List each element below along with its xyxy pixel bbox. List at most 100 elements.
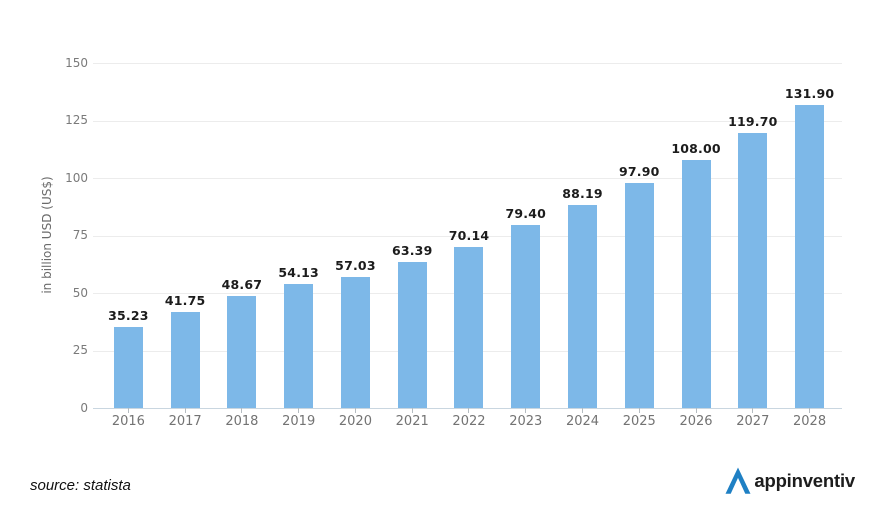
x-tick-cell xyxy=(441,408,498,414)
bar xyxy=(568,205,597,408)
x-tick-cell xyxy=(611,408,668,414)
bar-value-label: 35.23 xyxy=(108,307,149,323)
x-tick-label: 2026 xyxy=(679,414,713,429)
y-axis-tick-labels: 0 25 50 75 100 125 150 xyxy=(28,56,88,415)
bar xyxy=(681,159,711,408)
y-tick-label: 75 xyxy=(72,228,88,242)
source-text: source: statista xyxy=(30,477,131,494)
y-tick-label: 125 xyxy=(65,113,88,127)
bar-column: 88.19 xyxy=(554,63,611,408)
gridline xyxy=(93,120,842,122)
bar-column: 119.70 xyxy=(724,63,781,408)
bar xyxy=(454,246,484,408)
bar-column: 48.67 xyxy=(214,63,271,408)
y-tick-label: 25 xyxy=(72,343,88,357)
x-tick-label: 2023 xyxy=(509,414,543,429)
bar-value-label: 79.40 xyxy=(505,206,547,222)
bar xyxy=(340,276,370,408)
bar-column: 57.03 xyxy=(327,63,384,408)
x-tick-label: 2020 xyxy=(338,414,372,429)
bar xyxy=(397,262,427,408)
bar-value-label: 108.00 xyxy=(671,140,721,156)
x-tick-mark xyxy=(638,408,640,413)
x-tick-mark xyxy=(184,408,186,413)
x-tick-mark xyxy=(582,408,583,413)
bar xyxy=(795,104,825,408)
bar xyxy=(511,225,541,408)
x-tick-mark xyxy=(354,408,356,413)
x-tick-cell xyxy=(497,408,554,414)
bar xyxy=(284,283,314,408)
gridline xyxy=(93,235,842,237)
y-tick-label: 100 xyxy=(65,170,88,185)
x-tick-mark xyxy=(241,408,243,413)
x-tick-label: 2027 xyxy=(736,414,770,429)
y-tick-label: 150 xyxy=(65,55,88,70)
gridline xyxy=(93,178,842,179)
x-tick-label: 2016 xyxy=(111,414,145,429)
bars-row: 35.23 41.75 48.67 54.13 57.03 63.39 70.14 79.40… xyxy=(100,63,838,408)
bar-value-label: 57.03 xyxy=(335,257,376,273)
bar-value-label: 54.13 xyxy=(278,264,319,280)
x-tick-cell xyxy=(554,408,611,414)
y-axis-title: in billion USD (US$) xyxy=(40,176,54,294)
x-tick-cell xyxy=(327,408,384,414)
x-tick-mark xyxy=(809,408,811,413)
x-tick-mark xyxy=(127,408,129,413)
x-tick-label: 2021 xyxy=(395,414,429,429)
x-axis-tick-labels: 2016 2017 2018 2019 2020 2021 2022 2023 2024 2025… xyxy=(100,414,838,429)
bar-value-label: 97.90 xyxy=(619,163,660,179)
x-tick-mark xyxy=(411,408,413,413)
bar-value-label: 63.39 xyxy=(391,243,433,259)
bar-value-label: 70.14 xyxy=(448,227,490,243)
x-tick-cell xyxy=(724,408,781,414)
bar-column: 54.13 xyxy=(270,63,327,408)
gridline xyxy=(93,63,842,64)
bar-value-label: 48.67 xyxy=(221,277,263,293)
x-tick-mark xyxy=(695,408,697,413)
bar-column: 63.39 xyxy=(384,63,441,408)
x-tick-label: 2025 xyxy=(622,414,656,429)
bar-column: 35.23 xyxy=(100,63,157,408)
bar xyxy=(113,326,143,408)
bar-value-label: 41.75 xyxy=(164,292,206,308)
brand-logo: appinventiv xyxy=(725,466,855,496)
bar-column: 108.00 xyxy=(668,63,725,408)
x-tick-cell xyxy=(157,408,214,414)
bar-column: 41.75 xyxy=(157,63,214,408)
x-tick-cell xyxy=(214,408,271,414)
bar-column: 131.90 xyxy=(781,63,838,408)
x-tick-mark xyxy=(468,408,470,413)
x-tick-mark xyxy=(298,408,300,413)
x-tick-label: 2022 xyxy=(452,414,486,429)
bar-value-label: 119.70 xyxy=(728,113,778,129)
x-tick-cell xyxy=(100,408,157,414)
bar-column: 79.40 xyxy=(497,63,554,408)
y-tick-label: 50 xyxy=(72,285,88,300)
x-axis-ticks xyxy=(100,408,838,414)
y-tick-label: 0 xyxy=(80,400,88,415)
bar-column: 70.14 xyxy=(441,63,498,408)
x-tick-label: 2024 xyxy=(565,414,600,429)
bar-value-label: 88.19 xyxy=(562,186,603,202)
bar xyxy=(227,296,257,408)
x-tick-label: 2017 xyxy=(168,414,202,429)
bar xyxy=(624,182,654,408)
x-tick-cell xyxy=(668,408,725,414)
x-tick-mark xyxy=(525,408,527,413)
brand-logo-text: appinventiv xyxy=(754,470,855,491)
x-tick-cell xyxy=(781,408,838,414)
x-tick-mark xyxy=(752,408,754,413)
bar-column: 97.90 xyxy=(611,63,668,408)
x-tick-cell xyxy=(384,408,441,414)
bar xyxy=(738,132,768,408)
bar xyxy=(170,311,200,408)
x-tick-label: 2019 xyxy=(282,414,316,429)
x-axis-line xyxy=(93,408,842,409)
x-tick-label: 2018 xyxy=(225,414,259,429)
appinventiv-triangle-icon xyxy=(725,466,751,496)
x-tick-label: 2028 xyxy=(793,414,827,429)
x-tick-cell xyxy=(270,408,327,414)
bar-value-label: 131.90 xyxy=(784,85,835,101)
